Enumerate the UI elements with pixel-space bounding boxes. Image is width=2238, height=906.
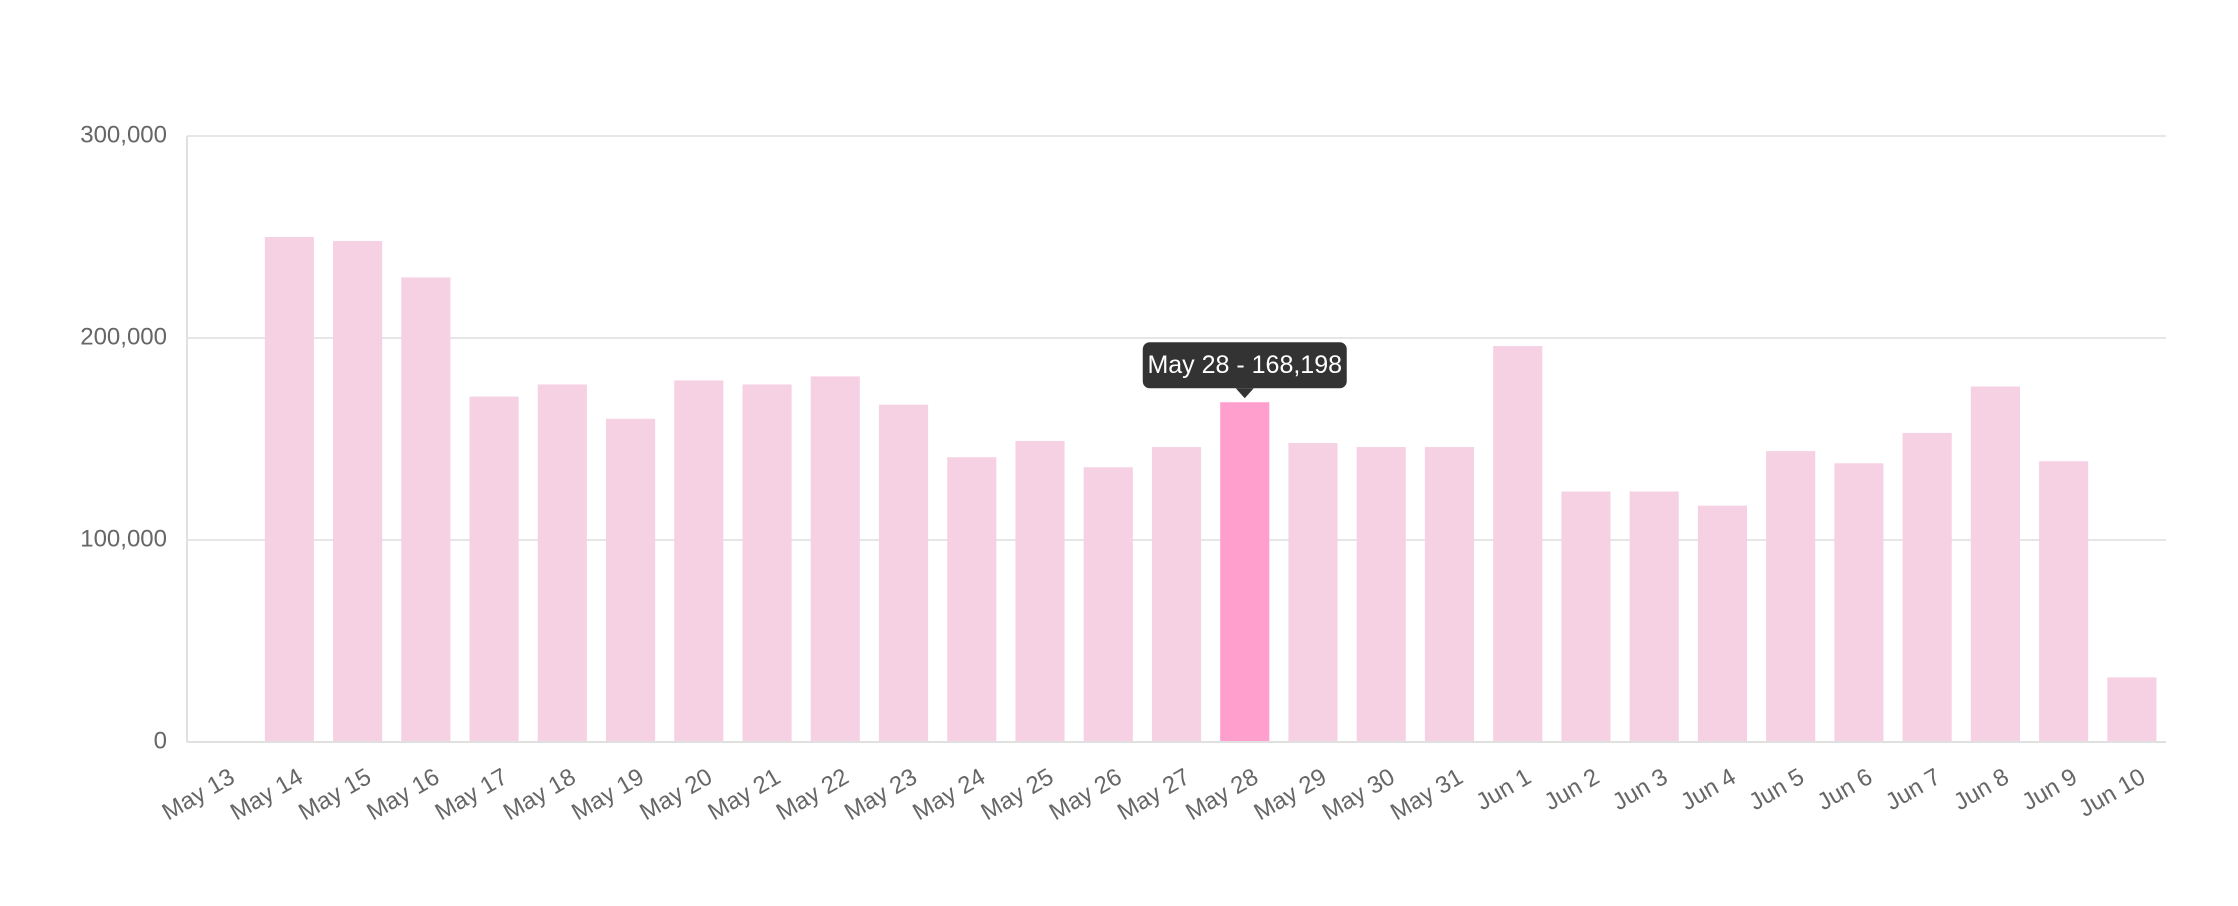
x-tick-label: Jun 4 [1676,763,1740,816]
x-tick-label: May 21 [704,763,786,826]
x-tick-label: May 24 [908,763,990,826]
x-tick-label: Jun 3 [1608,763,1672,816]
bar [537,384,587,742]
tooltip-box [1142,342,1347,389]
bar [606,418,656,742]
bar [469,396,519,742]
bar [1902,432,1952,742]
y-tick-label: 0 [154,727,167,754]
bar [2107,677,2157,742]
x-tick-label: May 14 [226,763,308,826]
x-tick-label: May 19 [567,763,649,826]
x-tick-label: May 20 [635,763,717,826]
x-tick-label: Jun 6 [1813,763,1877,816]
bar [1424,447,1475,742]
y-tick-label: 200,000 [80,323,167,350]
x-tick-label: May 26 [1045,763,1127,826]
x-tick-label: Jun 2 [1540,763,1604,816]
x-tick-label: Jun 9 [2017,763,2081,816]
bar [1493,346,1543,742]
x-tick-label: May 18 [499,763,581,826]
bar [333,241,383,743]
x-tick-label: May 27 [1113,763,1195,826]
x-tick-label: May 13 [158,763,240,826]
bar [1834,463,1884,742]
bar [1151,447,1202,742]
x-tick-label: May 22 [772,763,854,826]
bar [1766,451,1816,742]
y-tick-label: 100,000 [80,525,167,552]
x-tick-label: May 28 [1181,763,1263,826]
bar [2039,461,2089,742]
bar [1288,443,1338,742]
bar [1697,505,1747,742]
bar [401,277,451,742]
bar [1561,491,1611,742]
bar [810,376,860,742]
x-tick-label: May 25 [977,763,1059,826]
tooltip-arrow [1235,388,1254,399]
x-tick-label: Jun 1 [1472,763,1536,816]
x-tick-label: May 15 [294,763,376,826]
x-tick-label: Jun 5 [1744,763,1808,816]
x-tick-label: May 23 [840,763,922,826]
x-tick-label: May 29 [1249,763,1331,826]
bar [1356,447,1406,742]
bar [742,384,792,742]
x-tick-label: Jun 7 [1881,763,1945,816]
y-tick-label: 300,000 [80,121,167,148]
x-tick-label: May 31 [1386,763,1468,826]
bar [878,404,929,742]
bar [1970,386,2020,742]
x-tick-label: Jun 10 [2074,763,2150,822]
x-tick-label: May 17 [431,763,513,826]
bar [947,457,997,742]
tooltip-text: May 28 - 168,198 [1147,351,1342,379]
x-tick-label: May 16 [362,763,444,826]
x-tick-label: Jun 8 [1949,763,2013,816]
bar [674,380,724,742]
x-tick-label: May 30 [1318,763,1400,826]
bar [1083,467,1133,742]
bar [1220,402,1270,742]
bar [1629,491,1679,742]
tooltip: May 28 - 168,198 [1142,342,1347,399]
bar [264,237,314,742]
bar [1015,441,1065,742]
